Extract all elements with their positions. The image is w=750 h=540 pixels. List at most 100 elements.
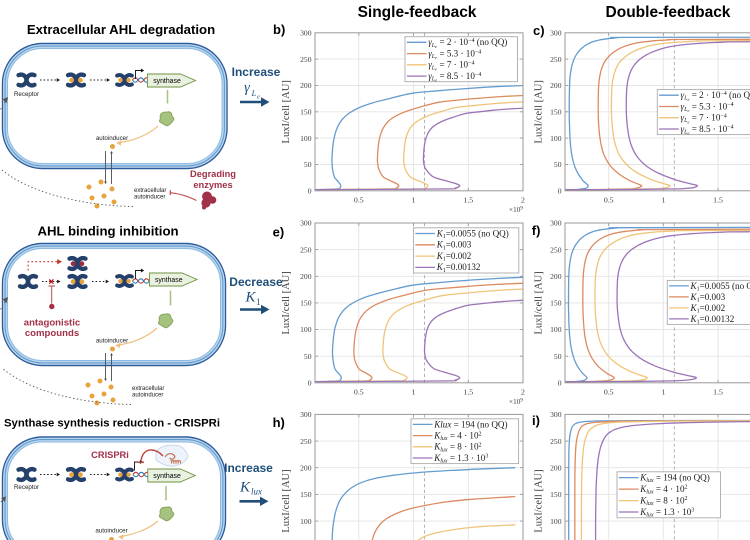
svg-text:Klux = 194 (no QQ): Klux = 194 (no QQ)	[433, 419, 507, 429]
svg-text:100: 100	[300, 517, 312, 526]
svg-text:0: 0	[308, 187, 312, 196]
svg-text:autoinducer: autoinducer	[96, 135, 128, 142]
svg-text:150: 150	[300, 299, 312, 308]
svg-text:300: 300	[300, 410, 312, 419]
svg-text:LuxI/cell [AU]: LuxI/cell [AU]	[534, 80, 545, 143]
svg-text:250: 250	[300, 55, 312, 64]
svg-text:LuxI/cell [AU]: LuxI/cell [AU]	[534, 271, 545, 334]
svg-text:lux: lux	[251, 487, 262, 497]
svg-text:250: 250	[550, 437, 562, 446]
svg-text:250: 250	[550, 55, 562, 64]
svg-text:Synthase synthesis reduction -: Synthase synthesis reduction - CRISPRi	[4, 418, 220, 430]
svg-text:50: 50	[554, 160, 562, 169]
svg-text:antagonistic: antagonistic	[24, 317, 81, 328]
svg-text:150: 150	[300, 108, 312, 117]
svg-text:Double-feedback: Double-feedback	[606, 4, 731, 21]
svg-text:100: 100	[300, 325, 312, 334]
svg-text:200: 200	[300, 272, 312, 281]
svg-text:50: 50	[304, 352, 312, 361]
svg-text:γLe = 8.5 · 10−4: γLe = 8.5 · 10−4	[681, 124, 734, 136]
svg-text:Extracellular AHL degradation: Extracellular AHL degradation	[27, 22, 215, 37]
svg-text:Degrading: Degrading	[190, 169, 236, 179]
svg-text:0.5: 0.5	[604, 195, 614, 204]
svg-text:synthase: synthase	[153, 473, 181, 480]
svg-text:LuxI/cell [AU]: LuxI/cell [AU]	[281, 271, 292, 334]
svg-text:autoinducer: autoinducer	[95, 528, 127, 535]
svg-text:×: ×	[48, 277, 54, 288]
svg-text:Single-feedback: Single-feedback	[358, 4, 477, 21]
svg-text:γLe = 2 · 10−4 (no QQ): γLe = 2 · 10−4 (no QQ)	[428, 37, 507, 49]
svg-text:300: 300	[550, 219, 562, 228]
svg-text:Klux = 1.3 · 103: Klux = 1.3 · 103	[639, 507, 694, 519]
svg-text:1.5: 1.5	[463, 387, 473, 396]
svg-text:1.5: 1.5	[713, 195, 723, 204]
svg-text:×109: ×109	[509, 397, 523, 406]
svg-text:200: 200	[300, 81, 312, 90]
svg-text:100: 100	[550, 517, 562, 526]
svg-text:0.5: 0.5	[354, 195, 364, 204]
svg-text:Klux = 8 · 102: Klux = 8 · 102	[433, 442, 481, 454]
svg-text:1.5: 1.5	[463, 195, 473, 204]
svg-text:K1=0.003: K1=0.003	[436, 240, 472, 252]
svg-text:LuxI/cell [AU]: LuxI/cell [AU]	[281, 80, 292, 143]
svg-text:LuxI/cell [AU]: LuxI/cell [AU]	[281, 469, 292, 532]
svg-text:0: 0	[308, 379, 312, 388]
svg-text:extracellular: extracellular	[132, 386, 164, 392]
svg-text:100: 100	[550, 134, 562, 143]
svg-text:50: 50	[304, 160, 312, 169]
svg-text:γLe = 2 · 10−4 (no QQ): γLe = 2 · 10−4 (no QQ)	[681, 90, 750, 102]
svg-text:autoinducer: autoinducer	[134, 195, 165, 201]
svg-text:synthase: synthase	[155, 277, 183, 284]
svg-text:1: 1	[412, 387, 416, 396]
svg-text:enzymes: enzymes	[193, 180, 232, 190]
svg-text:autoinducer: autoinducer	[96, 338, 128, 345]
svg-text:i): i)	[532, 413, 540, 428]
svg-text:γ: γ	[244, 80, 251, 96]
svg-text:100: 100	[550, 325, 562, 334]
svg-text:Decrease: Decrease	[229, 275, 283, 289]
svg-text:Klux = 1.3 · 103: Klux = 1.3 · 103	[433, 453, 488, 465]
svg-text:150: 150	[550, 108, 562, 117]
svg-text:Receptor: Receptor	[14, 91, 39, 98]
svg-text:γLe = 8.5 · 10−4: γLe = 8.5 · 10−4	[428, 71, 481, 83]
svg-text:200: 200	[550, 81, 562, 90]
svg-text:γLe = 7 · 10−4: γLe = 7 · 10−4	[681, 113, 727, 125]
svg-text:e: e	[257, 94, 260, 101]
svg-text:0.5: 0.5	[354, 387, 364, 396]
svg-text:2: 2	[521, 195, 525, 204]
svg-text:compounds: compounds	[25, 328, 79, 339]
svg-text:1: 1	[661, 387, 665, 396]
svg-text:synthase: synthase	[153, 78, 181, 85]
svg-text:K: K	[244, 290, 256, 306]
svg-text:K1=0.0055 (no QQ): K1=0.0055 (no QQ)	[436, 228, 509, 240]
svg-text:K1=0.003: K1=0.003	[690, 292, 726, 304]
svg-text:Klux = 4 · 102: Klux = 4 · 102	[639, 484, 687, 496]
svg-text:K1=0.00132: K1=0.00132	[436, 262, 481, 274]
svg-text:250: 250	[550, 245, 562, 254]
svg-text:autoinducer: autoinducer	[132, 393, 163, 399]
svg-text:Increase: Increase	[224, 461, 273, 475]
svg-text:Klux = 4 · 102: Klux = 4 · 102	[433, 431, 481, 443]
svg-text:c): c)	[533, 23, 545, 38]
svg-text:γLe = 7 · 10−4: γLe = 7 · 10−4	[428, 60, 474, 72]
svg-text:γLe = 5.3 · 10−4: γLe = 5.3 · 10−4	[428, 49, 481, 61]
svg-text:K1=0.00132: K1=0.00132	[690, 314, 735, 326]
svg-text:1: 1	[661, 195, 665, 204]
svg-text:300: 300	[550, 410, 562, 419]
svg-text:K: K	[239, 480, 251, 496]
svg-text:150: 150	[300, 490, 312, 499]
svg-text:extracellular: extracellular	[134, 188, 166, 194]
svg-text:Increase: Increase	[232, 65, 281, 79]
svg-text:150: 150	[550, 490, 562, 499]
svg-text:2: 2	[521, 387, 525, 396]
svg-text:Klux = 8 · 102: Klux = 8 · 102	[639, 495, 687, 507]
svg-text:200: 200	[550, 272, 562, 281]
svg-text:Klux = 194 (no QQ): Klux = 194 (no QQ)	[639, 472, 710, 484]
svg-text:1: 1	[256, 297, 261, 307]
svg-text:250: 250	[300, 437, 312, 446]
svg-text:1.5: 1.5	[713, 387, 723, 396]
svg-text:1: 1	[412, 195, 416, 204]
svg-text:AHL binding inhibition: AHL binding inhibition	[37, 224, 178, 239]
svg-text:h): h)	[273, 415, 285, 430]
svg-text:e): e)	[273, 224, 285, 239]
